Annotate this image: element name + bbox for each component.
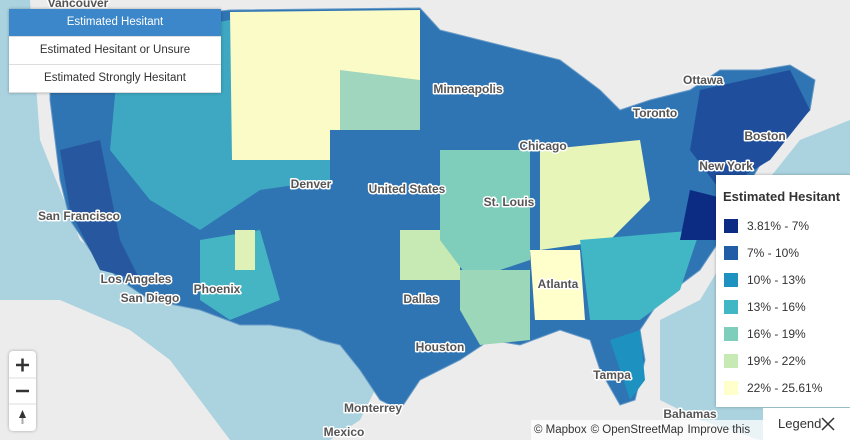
place-label: San Diego bbox=[121, 291, 180, 305]
place-label: Atlanta bbox=[538, 277, 579, 291]
place-label: United States bbox=[369, 182, 446, 196]
legend-item: 22% - 25.61% bbox=[716, 374, 850, 401]
region-northeast bbox=[690, 70, 810, 190]
place-label: Phoenix bbox=[194, 282, 241, 296]
legend: Estimated Hesitant 3.81% - 7% 7% - 10% 10%… bbox=[716, 175, 850, 407]
legend-label: 3.81% - 7% bbox=[747, 218, 810, 233]
legend-swatch bbox=[724, 380, 738, 395]
layer-button[interactable]: Estimated Hesitant bbox=[9, 9, 221, 37]
legend-item: 10% - 13% bbox=[716, 266, 850, 293]
legend-item: 13% - 16% bbox=[716, 293, 850, 320]
place-label: New York bbox=[699, 159, 753, 173]
legend-label: 13% - 16% bbox=[747, 299, 806, 314]
attribution-text[interactable]: © OpenStreetMap bbox=[590, 424, 684, 436]
place-label: Monterrey bbox=[344, 401, 402, 415]
zoom-icons bbox=[9, 358, 36, 424]
region-southeast bbox=[580, 230, 700, 320]
zoom-in[interactable] bbox=[16, 358, 29, 372]
legend-swatch bbox=[724, 299, 738, 314]
layer-switcher: Estimated Hesitant Estimated Hesitant or … bbox=[9, 9, 221, 93]
legend-swatch bbox=[724, 272, 738, 287]
legend-toggle-label: Legend bbox=[778, 416, 822, 431]
zoom-controls bbox=[9, 351, 36, 431]
place-label: Bahamas bbox=[663, 407, 717, 421]
place-label: Los Angeles bbox=[101, 272, 172, 286]
legend-swatch bbox=[724, 218, 738, 233]
place-label: Tampa bbox=[593, 368, 631, 382]
improve-link[interactable]: Improve this map bbox=[687, 424, 751, 436]
region-florida bbox=[610, 330, 645, 400]
place-label: Mexico bbox=[324, 425, 365, 439]
legend-label: 16% - 19% bbox=[747, 326, 806, 341]
layer-button[interactable]: Estimated Hesitant or Unsure bbox=[9, 37, 221, 65]
place-label: Ottawa bbox=[683, 73, 723, 87]
place-label: Denver bbox=[291, 177, 332, 191]
place-label: Dallas bbox=[403, 292, 439, 306]
legend-swatch bbox=[724, 245, 738, 260]
attribution-text: © Mapbox bbox=[534, 424, 587, 436]
region-dakota bbox=[340, 70, 420, 130]
region-alabama bbox=[530, 250, 585, 320]
legend-label: 10% - 13% bbox=[747, 272, 806, 287]
legend-label: 7% - 10% bbox=[747, 245, 800, 260]
region-midwest bbox=[440, 150, 530, 280]
legend-item: 7% - 10% bbox=[716, 239, 850, 266]
layer-button[interactable]: Estimated Strongly Hesitant bbox=[9, 65, 221, 93]
legend-swatch bbox=[724, 326, 738, 341]
legend-swatch bbox=[724, 353, 738, 368]
legend-item: 19% - 22% bbox=[716, 347, 850, 374]
place-label: St. Louis bbox=[484, 195, 535, 209]
place-label: Toronto bbox=[633, 106, 677, 120]
region-arizona bbox=[200, 230, 280, 320]
place-label: Minneapolis bbox=[433, 82, 503, 96]
legend-items: 3.81% - 7% 7% - 10% 10% - 13% 13% - 16% 16% … bbox=[716, 212, 850, 401]
legend-title: Estimated Hesitant bbox=[723, 189, 841, 204]
close-icon bbox=[821, 417, 835, 431]
legend-label: 19% - 22% bbox=[747, 353, 806, 368]
compass[interactable] bbox=[19, 410, 26, 424]
legend-toggle[interactable]: Legend bbox=[763, 408, 850, 440]
legend-item: 16% - 19% bbox=[716, 320, 850, 347]
place-label: Boston bbox=[744, 129, 785, 143]
region-ohio-valley bbox=[540, 140, 650, 250]
legend-label: 22% - 25.61% bbox=[747, 380, 823, 395]
region-california bbox=[60, 140, 140, 280]
place-label: Houston bbox=[416, 340, 465, 354]
legend-item: 3.81% - 7% bbox=[716, 212, 850, 239]
place-label: Chicago bbox=[519, 139, 566, 153]
region-south bbox=[460, 270, 530, 345]
place-label: San Francisco bbox=[38, 209, 120, 223]
region-nm bbox=[235, 230, 255, 270]
place-label: Vancouver bbox=[48, 0, 109, 10]
